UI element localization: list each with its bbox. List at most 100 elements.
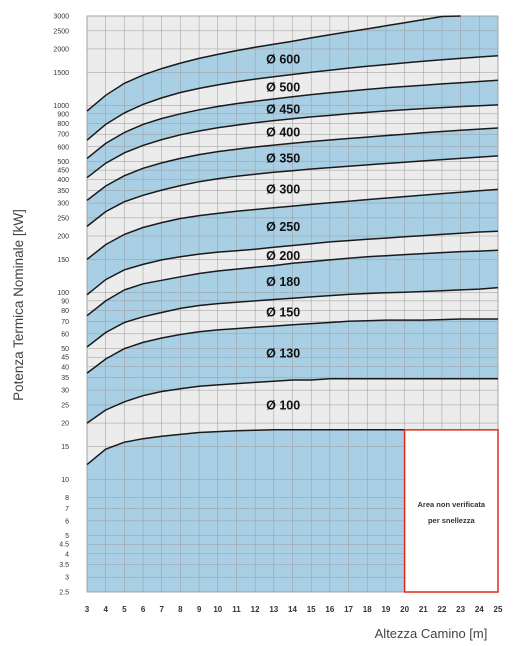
x-tick-label: 19: [381, 605, 390, 614]
y-tick-label: 5: [65, 533, 69, 540]
diameter-label: Ø 400: [266, 125, 300, 139]
y-tick-label: 6: [65, 518, 69, 525]
y-tick-label: 1000: [53, 103, 69, 110]
unverified-area-text-1: Area non verificata: [418, 500, 486, 509]
curve-350: [86, 127, 499, 201]
y-tick-label: 2500: [53, 28, 69, 35]
band-200: [87, 231, 498, 316]
diameter-label: Ø 600: [266, 53, 300, 67]
y-tick-label: 50: [61, 346, 69, 353]
y-tick-label: 500: [57, 159, 69, 166]
curve-base: [86, 429, 405, 466]
x-tick-label: 25: [494, 605, 503, 614]
diameter-label: Ø 100: [266, 399, 300, 413]
x-tick-label: 22: [438, 605, 447, 614]
y-tick-label: 800: [57, 121, 69, 128]
curve-100: [86, 378, 498, 424]
y-tick-label: 300: [57, 201, 69, 208]
band-600: [87, 16, 498, 141]
x-tick-label: 9: [197, 605, 202, 614]
diameter-label: Ø 250: [266, 220, 300, 234]
band-300: [87, 155, 498, 260]
y-tick-label: 10: [61, 477, 69, 484]
diameter-label: Ø 300: [266, 183, 300, 197]
y-tick-label: 80: [61, 308, 69, 315]
y-tick-label: 2.5: [59, 590, 69, 597]
curve-600: [86, 15, 461, 112]
x-tick-label: 3: [85, 605, 90, 614]
chart-curves: [86, 15, 499, 466]
x-tick-label: 21: [419, 605, 428, 614]
curve-500: [86, 54, 499, 141]
y-tick-label: 20: [61, 421, 69, 428]
x-tick-label: 16: [325, 605, 334, 614]
curve-200: [86, 230, 499, 296]
y-tick-label: 40: [61, 364, 69, 371]
unverified-area: Area non verificata per snellezza: [403, 429, 499, 593]
curve-300: [86, 155, 499, 227]
y-tick-label: 700: [57, 132, 69, 139]
axis-ticks: 2.533.544.556781015202530354045506070809…: [53, 14, 503, 615]
diameter-label: Ø 450: [266, 102, 300, 116]
x-tick-label: 24: [475, 605, 484, 614]
diameter-label: Ø 200: [266, 249, 300, 263]
x-tick-label: 20: [400, 605, 409, 614]
y-tick-label: 45: [61, 355, 69, 362]
y-tick-label: 60: [61, 331, 69, 338]
y-tick-label: 1500: [53, 70, 69, 77]
x-tick-label: 8: [178, 605, 183, 614]
y-tick-label: 35: [61, 375, 69, 382]
x-tick-label: 11: [232, 605, 241, 614]
y-tick-label: 30: [61, 388, 69, 395]
band-500: [87, 55, 498, 159]
y-tick-label: 15: [61, 444, 69, 451]
x-tick-label: 17: [344, 605, 353, 614]
y-tick-label: 900: [57, 111, 69, 118]
y-tick-label: 2000: [53, 46, 69, 53]
unverified-area-text-2: per snellezza: [428, 516, 476, 525]
y-tick-label: 8: [65, 495, 69, 502]
y-tick-label: 4.5: [59, 542, 69, 549]
y-tick-label: 90: [61, 298, 69, 305]
diameter-label: Ø 150: [266, 306, 300, 320]
y-tick-label: 3000: [53, 14, 69, 21]
x-tick-label: 10: [213, 605, 222, 614]
y-axis-label: Potenza Termica Nominale [kW]: [11, 209, 26, 401]
y-tick-label: 450: [57, 168, 69, 175]
x-tick-label: 12: [251, 605, 260, 614]
y-tick-label: 4: [65, 551, 69, 558]
y-tick-label: 3.5: [59, 562, 69, 569]
y-tick-label: 250: [57, 215, 69, 222]
diameter-labels: Ø 100 Ø 130 Ø 150 Ø 180 Ø 200 Ø 250 Ø 300 Ø 350…: [266, 53, 300, 413]
diameter-label: Ø 130: [266, 347, 300, 361]
band-150: [87, 287, 498, 374]
x-tick-label: 5: [122, 605, 127, 614]
band-180: [87, 250, 498, 347]
y-tick-label: 7: [65, 506, 69, 513]
y-tick-label: 25: [61, 402, 69, 409]
y-tick-label: 150: [57, 257, 69, 264]
y-tick-label: 3: [65, 575, 69, 582]
band-350: [87, 128, 498, 227]
x-tick-label: 4: [103, 605, 108, 614]
curve-150: [86, 286, 499, 348]
band-450: [87, 80, 498, 178]
y-tick-label: 70: [61, 319, 69, 326]
diameter-label: Ø 180: [266, 275, 300, 289]
x-tick-label: 7: [160, 605, 165, 614]
band-top: [87, 16, 498, 112]
curve-450: [86, 79, 499, 159]
x-axis-label: Altezza Camino [m]: [375, 626, 488, 641]
diameter-label: Ø 500: [266, 80, 300, 94]
y-tick-label: 200: [57, 234, 69, 241]
y-tick-label: 600: [57, 144, 69, 151]
x-tick-label: 6: [141, 605, 146, 614]
plot-border: [86, 15, 499, 593]
y-tick-label: 100: [57, 290, 69, 297]
unverified-area-box: [403, 429, 499, 593]
curve-130: [86, 318, 498, 374]
x-tick-label: 23: [456, 605, 465, 614]
curve-250: [86, 188, 499, 260]
diameter-label: Ø 350: [266, 151, 300, 165]
